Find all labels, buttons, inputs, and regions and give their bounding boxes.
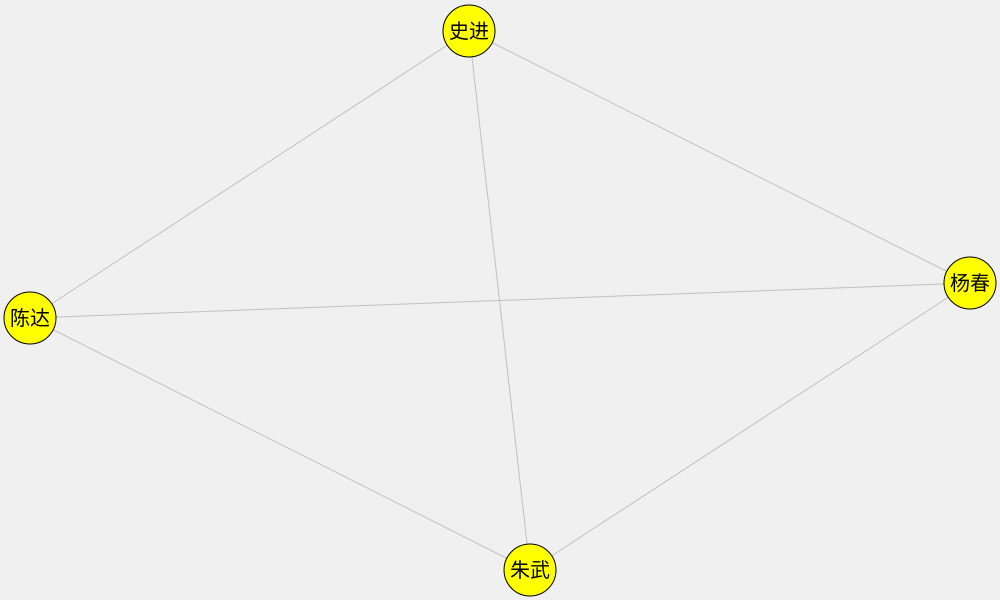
node-circle[interactable] — [442, 4, 496, 58]
node-label: 朱武 — [510, 558, 550, 582]
node-circle[interactable] — [3, 291, 57, 345]
node-shijin[interactable]: 史进 — [442, 4, 496, 58]
node-chenda[interactable]: 陈达 — [3, 291, 57, 345]
edge-chenda-yangchun — [29, 282, 971, 319]
node-circle[interactable] — [503, 543, 557, 597]
edge-shijin-chenda — [29, 30, 470, 319]
node-label: 杨春 — [950, 271, 990, 295]
node-zhuwu[interactable]: 朱武 — [503, 543, 557, 597]
node-circle[interactable] — [943, 256, 997, 310]
edges-layer — [29, 30, 971, 571]
edge-shijin-yangchun — [468, 30, 971, 284]
node-label: 史进 — [449, 19, 489, 43]
edge-chenda-zhuwu — [29, 317, 531, 571]
node-yangchun[interactable]: 杨春 — [943, 256, 997, 310]
edge-yangchun-zhuwu — [529, 282, 971, 571]
node-label: 陈达 — [10, 306, 50, 330]
